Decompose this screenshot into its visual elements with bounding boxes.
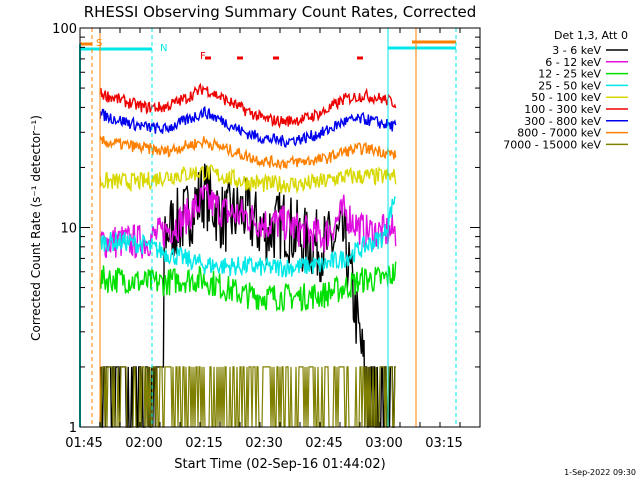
flare-flag-label: F [200,51,206,62]
timestamp: 1-Sep-2022 09:30 [564,468,636,477]
series-line-2 [99,183,397,259]
y-tick-label: 100 [52,22,77,37]
series-line-9 [99,366,396,428]
legend-label: 3 - 6 keV [552,44,601,57]
series-line-8 [99,135,397,171]
saa-flag-label: S [96,38,102,49]
legend-label: 50 - 100 keV [531,91,601,104]
y-axis-label: Corrected Count Rate (s⁻¹ detector⁻¹) [29,115,43,341]
night-flag-label: N [160,43,167,54]
legend-label: 100 - 300 keV [524,103,601,116]
x-tick-label: 02:45 [305,436,342,451]
x-tick-label: 02:30 [245,436,282,451]
chart-title: RHESSI Observing Summary Count Rates, Co… [84,3,477,21]
series-line-6 [99,82,397,129]
x-tick-label: 02:00 [125,436,162,451]
x-tick-label: 01:45 [65,436,102,451]
x-tick-label: 02:15 [185,436,222,451]
y-tick-label: 10 [60,222,77,237]
flag-markers: S N F [80,38,456,62]
x-axis-label: Start Time (02-Sep-16 01:44:02) [174,457,385,472]
legend-label: 6 - 12 keV [545,56,601,69]
series-line-5 [99,164,397,195]
y-tick-label: 1 [69,421,77,436]
series-line-3 [99,261,397,313]
y-axis-ticks: 1 10 100 [52,22,480,436]
x-tick-label: 03:00 [365,436,402,451]
x-tick-label: 03:15 [425,436,462,451]
plot-panel: S N F [79,27,481,428]
legend-title: Det 1,3, Att 0 [554,29,628,42]
legend-label: 800 - 7000 keV [517,127,601,140]
series-line-4 [99,196,396,278]
legend-label: 25 - 50 keV [538,79,601,92]
series-line-7 [99,105,397,148]
legend-label: 12 - 25 keV [538,68,601,81]
x-axis-ticks: 01:45 02:00 02:15 02:30 02:45 03:00 03:15 [65,28,481,451]
legend-label: 7000 - 15000 keV [503,138,601,151]
legend-label: 300 - 800 keV [524,115,601,128]
